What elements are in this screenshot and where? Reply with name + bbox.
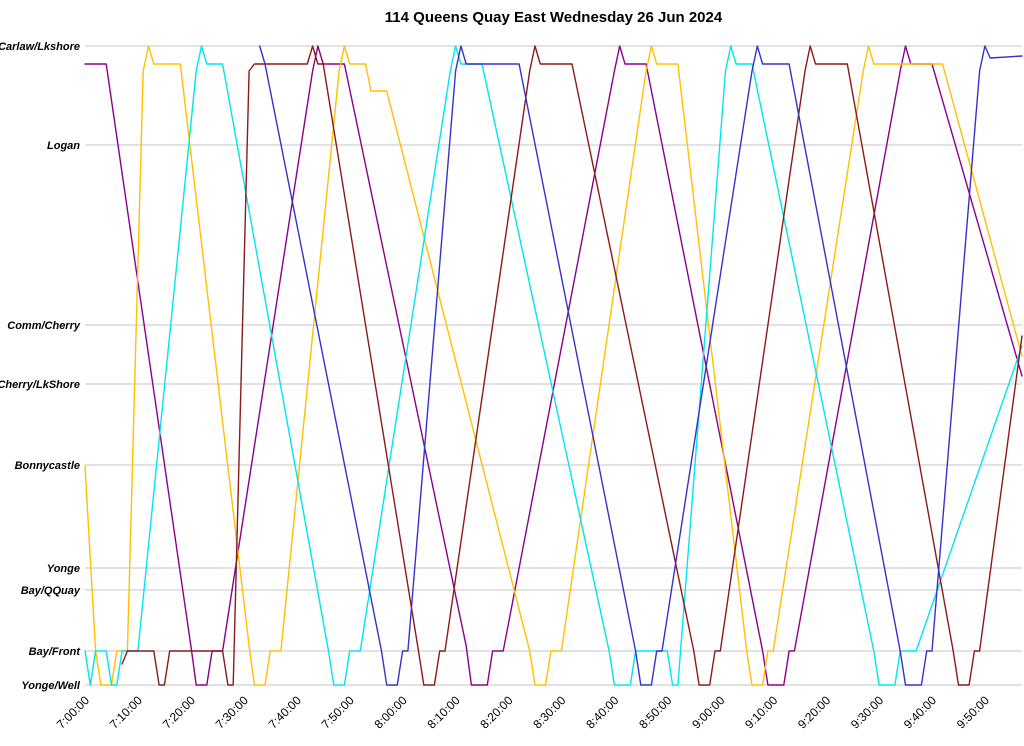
x-axis-tick-label: 8:10:00	[425, 693, 463, 731]
x-axis-tick-label: 9:50:00	[954, 693, 992, 731]
x-axis-tick-label: 9:10:00	[742, 693, 780, 731]
y-axis-stop-label: Yonge/Well	[21, 680, 81, 692]
series-vehicle-blue	[259, 45, 1023, 686]
x-axis-tick-label: 9:00:00	[689, 693, 727, 731]
x-axis-tick-label: 7:50:00	[319, 693, 357, 731]
x-axis-tick-label: 9:20:00	[795, 693, 833, 731]
x-axis-tick-label: 8:50:00	[636, 693, 674, 731]
x-axis-tick-label: 7:30:00	[213, 693, 251, 731]
x-axis-tick-label: 9:40:00	[901, 693, 939, 731]
series-vehicle-cyan	[84, 45, 1023, 686]
x-axis-tick-label: 8:30:00	[530, 693, 568, 731]
y-axis-stop-label: Cherry/LkShore	[0, 379, 80, 391]
y-axis-stop-label: Yonge	[47, 563, 80, 575]
series-vehicle-darkred	[121, 45, 1023, 686]
x-axis-tick-label: 9:30:00	[848, 693, 886, 731]
y-axis-stop-label: Bay/Front	[29, 646, 82, 658]
y-axis-stop-label: Logan	[47, 140, 80, 152]
x-axis-tick-label: 7:20:00	[160, 693, 198, 731]
x-axis-tick-label: 8:20:00	[477, 693, 515, 731]
x-axis-tick-label: 7:10:00	[107, 693, 145, 731]
y-axis-stop-label: Bay/QQuay	[21, 585, 81, 597]
y-axis-stop-label: Comm/Cherry	[7, 320, 81, 332]
chart-title: 114 Queens Quay East Wednesday 26 Jun 20…	[384, 9, 723, 26]
x-axis-tick-label: 7:40:00	[266, 693, 304, 731]
x-axis-tick-label: 8:40:00	[583, 693, 621, 731]
x-axis-tick-label: 8:00:00	[372, 693, 410, 731]
series-vehicle-gold	[84, 45, 1023, 686]
y-axis-stop-label: Bonnycastle	[15, 460, 80, 472]
y-axis-stop-label: Carlaw/Lkshore	[0, 41, 80, 53]
x-axis-tick-label: 7:00:00	[54, 693, 92, 731]
series-vehicle-purple	[84, 45, 1023, 686]
